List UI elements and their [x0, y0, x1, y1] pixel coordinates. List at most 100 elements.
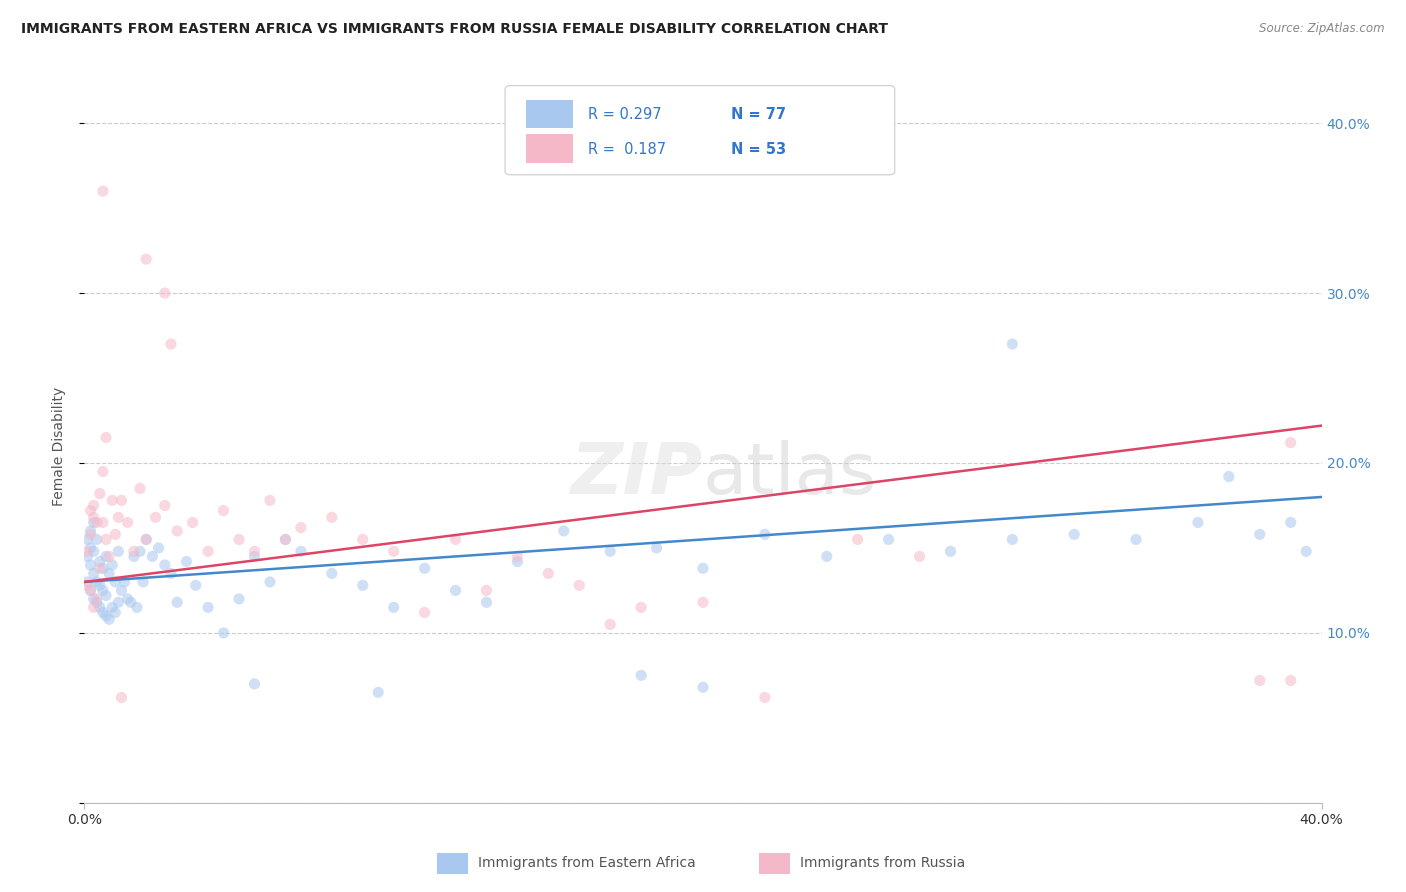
Point: [86, 533, 108, 547]
Point: [352, 578, 374, 592]
Point: [79, 583, 101, 598]
Point: [166, 524, 188, 538]
Text: Immigrants from Russia: Immigrants from Russia: [800, 856, 965, 871]
Point: [104, 527, 127, 541]
Point: [197, 544, 219, 558]
Point: [110, 583, 132, 598]
Point: [117, 591, 139, 606]
Text: N = 53: N = 53: [731, 143, 786, 157]
Point: [114, 574, 136, 589]
Point: [939, 544, 962, 558]
Point: [1279, 435, 1302, 450]
Point: [89, 561, 111, 575]
Point: [135, 533, 157, 547]
Point: [89, 600, 111, 615]
Point: [83, 566, 105, 581]
Point: [122, 549, 145, 564]
Point: [176, 555, 198, 569]
Point: [86, 595, 108, 609]
Point: [1295, 544, 1317, 558]
Point: [101, 600, 124, 615]
Point: [506, 555, 529, 569]
Point: [94, 549, 117, 564]
Text: R = 0.297: R = 0.297: [588, 107, 662, 121]
Point: [79, 503, 101, 517]
Point: [754, 527, 776, 541]
Point: [148, 541, 170, 555]
Point: [599, 617, 621, 632]
Point: [94, 533, 117, 547]
Point: [160, 337, 183, 351]
Point: [91, 583, 114, 598]
Point: [815, 549, 838, 564]
Point: [413, 561, 436, 575]
Point: [145, 510, 167, 524]
Point: [135, 252, 157, 266]
Point: [212, 503, 235, 517]
Point: [83, 510, 105, 524]
Point: [1279, 516, 1302, 530]
Point: [475, 583, 498, 598]
Point: [132, 574, 155, 589]
Point: [228, 533, 250, 547]
Point: [259, 493, 281, 508]
Point: [290, 520, 312, 534]
Point: [76, 574, 98, 589]
Point: [122, 544, 145, 558]
Point: [141, 549, 163, 564]
Point: [475, 595, 498, 609]
Point: [107, 544, 129, 558]
Point: [83, 544, 105, 558]
Point: [243, 544, 266, 558]
Point: [110, 493, 132, 508]
Point: [382, 600, 405, 615]
Point: [117, 516, 139, 530]
Point: [1063, 527, 1085, 541]
Point: [86, 591, 108, 606]
Point: [181, 516, 204, 530]
Text: atlas: atlas: [703, 440, 877, 509]
Point: [506, 549, 529, 564]
Point: [101, 493, 124, 508]
Point: [692, 595, 714, 609]
Point: [444, 533, 467, 547]
Point: [290, 544, 312, 558]
Point: [1249, 527, 1271, 541]
Point: [76, 578, 98, 592]
Point: [877, 533, 900, 547]
Point: [754, 690, 776, 705]
Point: [79, 524, 101, 538]
Point: [444, 583, 467, 598]
Point: [91, 516, 114, 530]
Point: [101, 558, 124, 572]
Point: [79, 541, 101, 555]
Point: [107, 595, 129, 609]
Point: [89, 486, 111, 500]
Point: [630, 668, 652, 682]
Point: [86, 574, 108, 589]
Point: [537, 566, 560, 581]
Text: Source: ZipAtlas.com: Source: ZipAtlas.com: [1260, 22, 1385, 36]
Point: [129, 544, 152, 558]
Point: [382, 544, 405, 558]
Point: [321, 510, 343, 524]
Point: [83, 600, 105, 615]
Point: [367, 685, 389, 699]
Point: [321, 566, 343, 581]
FancyBboxPatch shape: [505, 86, 894, 175]
Point: [645, 541, 668, 555]
Point: [110, 690, 132, 705]
Point: [79, 527, 101, 541]
Point: [908, 549, 931, 564]
Point: [91, 184, 114, 198]
Point: [1249, 673, 1271, 688]
Text: IMMIGRANTS FROM EASTERN AFRICA VS IMMIGRANTS FROM RUSSIA FEMALE DISABILITY CORRE: IMMIGRANTS FROM EASTERN AFRICA VS IMMIGR…: [21, 22, 889, 37]
Point: [197, 600, 219, 615]
Point: [274, 533, 297, 547]
Point: [1001, 337, 1024, 351]
Point: [129, 482, 152, 496]
Point: [79, 558, 101, 572]
Point: [104, 606, 127, 620]
FancyBboxPatch shape: [759, 853, 790, 874]
Point: [553, 524, 575, 538]
